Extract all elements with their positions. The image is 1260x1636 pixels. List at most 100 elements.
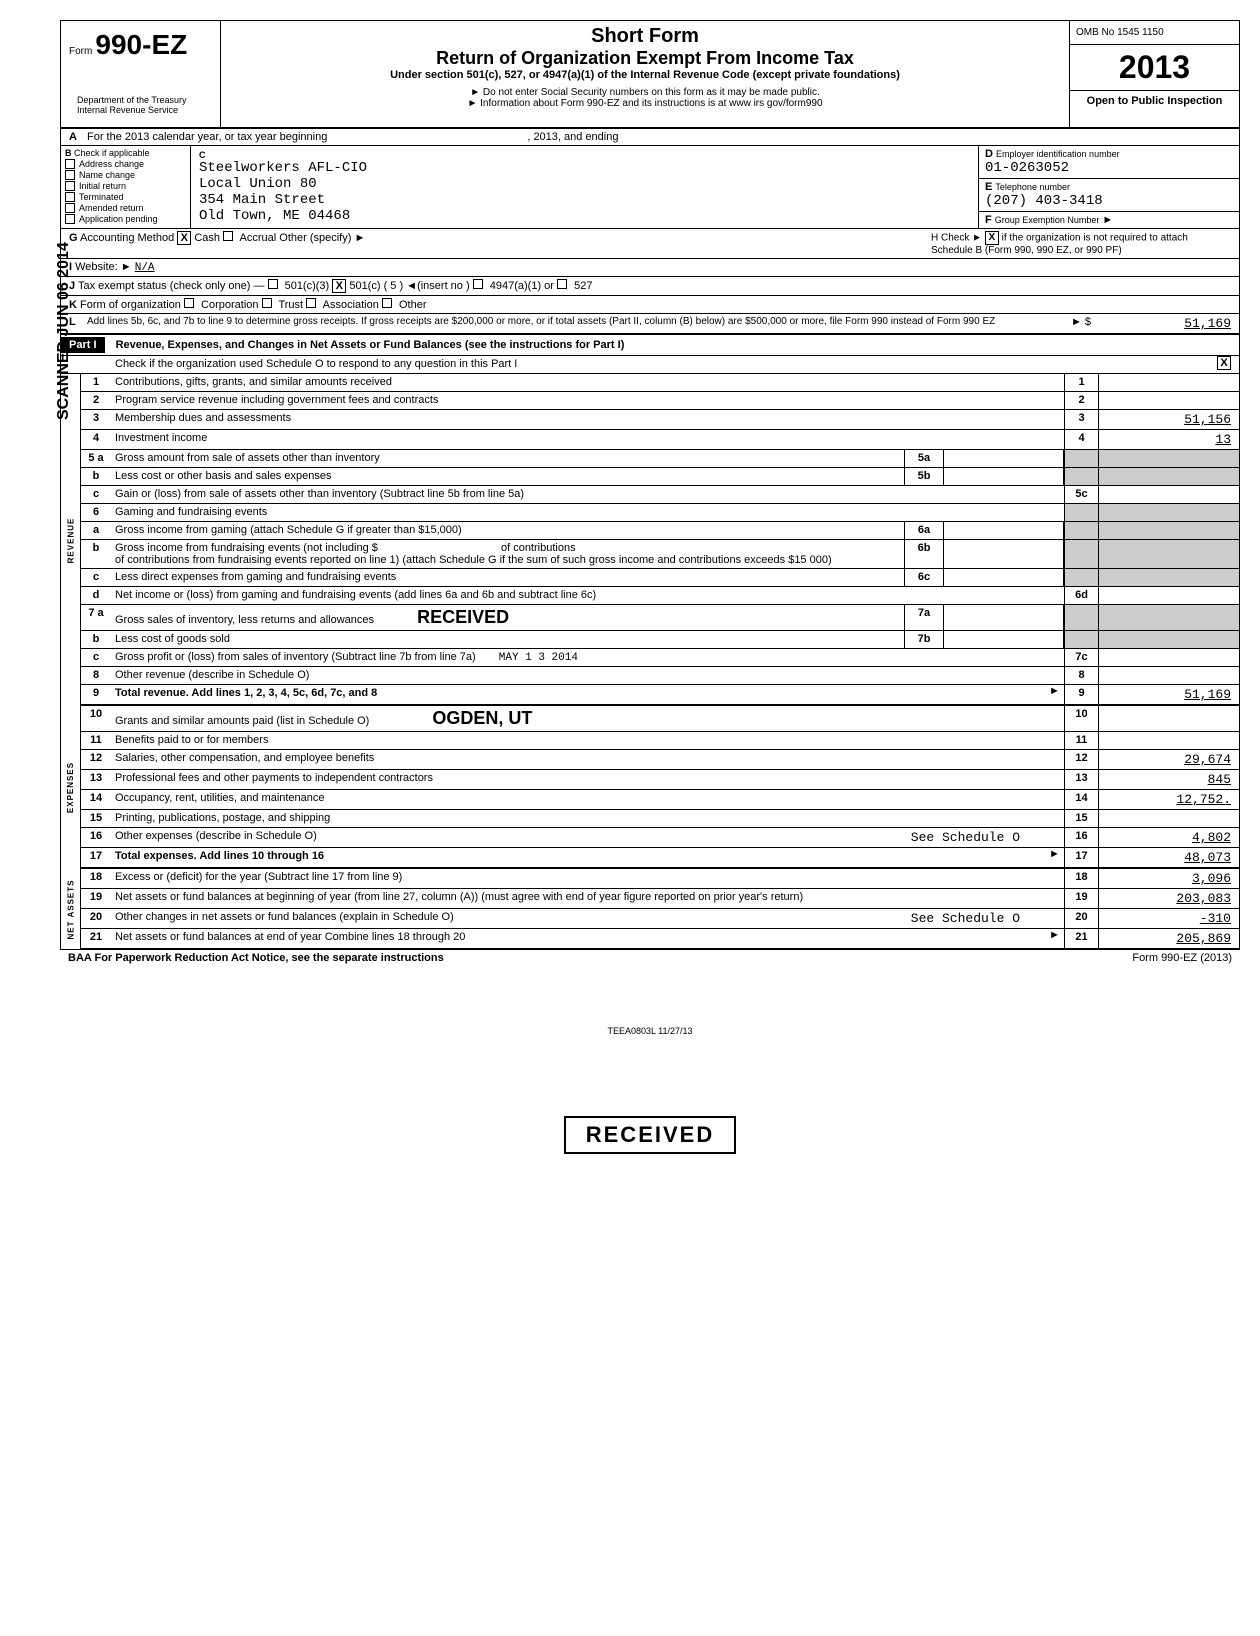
line6d-amt — [1099, 587, 1239, 604]
cb-amend-label: Amended return — [79, 203, 144, 213]
checkbox-name[interactable] — [65, 170, 75, 180]
cash-checkbox[interactable]: X — [177, 231, 191, 245]
expenses-section: EXPENSES 10Grants and similar amounts pa… — [61, 706, 1239, 869]
short-form-label: Short Form — [229, 25, 1061, 48]
received-stamp-inline: RECEIVED — [417, 607, 509, 627]
line20-text: Other changes in net assets or fund bala… — [111, 909, 1064, 928]
title-cell: Short Form Return of Organization Exempt… — [221, 21, 1069, 127]
line21-amt: 205,869 — [1099, 929, 1239, 948]
line7c-col: 7c — [1064, 649, 1099, 666]
line8-text: Other revenue (describe in Schedule O) — [111, 667, 1064, 684]
accrual-checkbox[interactable] — [223, 231, 233, 241]
other-label: Other (specify) ► — [279, 232, 365, 244]
line16-amt: 4,802 — [1099, 828, 1239, 847]
line12-text: Salaries, other compensation, and employ… — [111, 750, 1064, 769]
line17-text: Total expenses. Add lines 10 through 16 — [111, 848, 1049, 867]
line14-amt: 12,752. — [1099, 790, 1239, 809]
line12-col: 12 — [1064, 750, 1099, 769]
line6b-num: b — [81, 540, 111, 568]
l-text: Add lines 5b, 6c, and 7b to line 9 to de… — [87, 316, 1071, 331]
line20-col: 20 — [1064, 909, 1099, 928]
line7b-sub: 7b — [904, 631, 944, 648]
line5a-sub: 5a — [904, 450, 944, 467]
row-j: J Tax exempt status (check only one) — 5… — [61, 277, 1239, 296]
line21-num: 21 — [81, 929, 111, 948]
4947-checkbox[interactable] — [473, 279, 483, 289]
line7a-sub: 7a — [904, 605, 944, 630]
l-amount: 51,169 — [1091, 316, 1231, 331]
line20-num: 20 — [81, 909, 111, 928]
line6c-text: Less direct expenses from gaming and fun… — [111, 569, 904, 586]
checkbox-address[interactable] — [65, 159, 75, 169]
expenses-vert-label: EXPENSES — [66, 762, 75, 813]
other-checkbox[interactable] — [382, 298, 392, 308]
501c3-checkbox[interactable] — [268, 279, 278, 289]
line19-text: Net assets or fund balances at beginning… — [111, 889, 1064, 908]
line20-extra: See Schedule O — [911, 911, 1020, 926]
part1-check-row: Check if the organization used Schedule … — [61, 356, 1239, 374]
line16-extra: See Schedule O — [911, 830, 1020, 845]
form-ref: Form 990-EZ (2013) — [1132, 952, 1232, 964]
line20-amt: -310 — [1099, 909, 1239, 928]
row-a: A For the 2013 calendar year, or tax yea… — [61, 129, 1239, 146]
row-a-mid: , 2013, and ending — [527, 131, 618, 143]
501c-checkbox[interactable]: X — [332, 279, 346, 293]
527-checkbox[interactable] — [557, 279, 567, 289]
footer-row: BAA For Paperwork Reduction Act Notice, … — [60, 950, 1240, 966]
f-letter: F — [985, 214, 992, 226]
part1-title: Revenue, Expenses, and Changes in Net As… — [108, 339, 625, 351]
line10-text: Grants and similar amounts paid (list in… — [111, 706, 1064, 731]
line6a-num: a — [81, 522, 111, 539]
line7c-text: Gross profit or (loss) from sales of inv… — [111, 649, 1064, 666]
corp-checkbox[interactable] — [184, 298, 194, 308]
line16-col: 16 — [1064, 828, 1099, 847]
row-g: G Accounting Method X Cash Accrual Other… — [61, 229, 1239, 259]
omb-number: OMB No 1545 1150 — [1070, 21, 1239, 45]
line1-amt — [1099, 374, 1239, 391]
line7c-num: c — [81, 649, 111, 666]
k-corp: Corporation — [201, 299, 258, 311]
line5b-sub: 5b — [904, 468, 944, 485]
schedule-o-checkbox[interactable]: X — [1217, 356, 1231, 370]
line17-col: 17 — [1064, 848, 1099, 867]
j-opt1: 501(c)(3) — [285, 280, 330, 292]
line11-text: Benefits paid to or for members — [111, 732, 1064, 749]
k-trust: Trust — [278, 299, 303, 311]
checkbox-pending[interactable] — [65, 214, 75, 224]
line16-text: Other expenses (describe in Schedule O)S… — [111, 828, 1064, 847]
checkbox-terminated[interactable] — [65, 192, 75, 202]
cb-addr-label: Address change — [79, 159, 144, 169]
e-text: Telephone number — [995, 182, 1070, 192]
line5b-num: b — [81, 468, 111, 485]
cb-name-label: Name change — [79, 170, 135, 180]
subtitle1: Under section 501(c), 527, or 4947(a)(1)… — [229, 69, 1061, 81]
j-opt3: 4947(a)(1) or — [490, 280, 554, 292]
line21-col: 21 — [1064, 929, 1099, 948]
line12-amt: 29,674 — [1099, 750, 1239, 769]
line15-num: 15 — [81, 810, 111, 827]
cash-label: Cash — [194, 232, 220, 244]
line15-amt — [1099, 810, 1239, 827]
line5c-col: 5c — [1064, 486, 1099, 503]
line14-text: Occupancy, rent, utilities, and maintena… — [111, 790, 1064, 809]
col-d: D Employer identification number01-02630… — [979, 146, 1239, 228]
line15-col: 15 — [1064, 810, 1099, 827]
checkbox-initial[interactable] — [65, 181, 75, 191]
revenue-section: REVENUE 1Contributions, gifts, grants, a… — [61, 374, 1239, 706]
row-a-letter: A — [69, 131, 87, 143]
h-checkbox[interactable]: X — [985, 231, 999, 245]
trust-checkbox[interactable] — [262, 298, 272, 308]
k-other: Other — [399, 299, 427, 311]
line6a-text: Gross income from gaming (attach Schedul… — [111, 522, 904, 539]
line5c-amt — [1099, 486, 1239, 503]
line7b-text: Less cost of goods sold — [111, 631, 904, 648]
checkbox-amended[interactable] — [65, 203, 75, 213]
line2-col: 2 — [1064, 392, 1099, 409]
line14-col: 14 — [1064, 790, 1099, 809]
line9-arrow: ► — [1049, 685, 1064, 704]
i-text: Website: ► — [75, 261, 132, 273]
line5c-text: Gain or (loss) from sale of assets other… — [111, 486, 1064, 503]
line6c-num: c — [81, 569, 111, 586]
assoc-checkbox[interactable] — [306, 298, 316, 308]
f-text: Group Exemption Number — [995, 215, 1100, 225]
